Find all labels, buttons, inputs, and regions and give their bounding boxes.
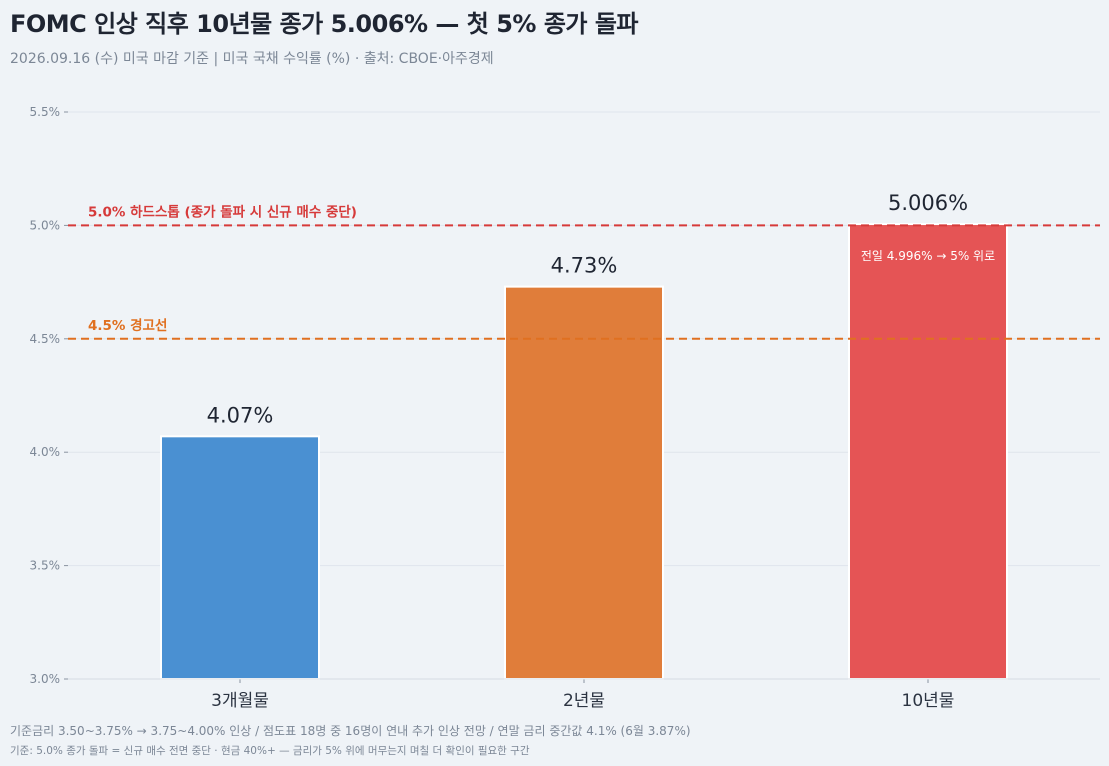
- x-tick-label: 3개월물: [211, 691, 269, 711]
- y-tick-label: 5.0%: [30, 218, 61, 232]
- y-tick-label: 3.0%: [30, 672, 61, 686]
- bar-value-label: 5.006%: [888, 191, 968, 215]
- bar-annotation: 전일 4.996% → 5% 위로: [861, 249, 995, 263]
- x-tick-label: 10년물: [902, 691, 955, 711]
- bar-2년물: [504, 285, 664, 680]
- y-tick-label: 4.0%: [30, 445, 61, 459]
- bar-10년물: [848, 223, 1008, 680]
- reference-line-label: 5.0% 하드스톱 (종가 돌파 시 신규 매수 중단): [88, 203, 357, 220]
- y-tick-label: 5.5%: [30, 105, 61, 119]
- reference-line-label: 4.5% 경고선: [88, 317, 167, 334]
- y-tick-label: 4.5%: [30, 332, 61, 346]
- chart-subtitle: 2026.09.16 (수) 미국 마감 기준 | 미국 국채 수익률 (%) …: [10, 51, 494, 67]
- y-tick-label: 3.5%: [30, 559, 61, 573]
- bar-value-label: 4.07%: [207, 403, 274, 427]
- bar-value-label: 4.73%: [551, 254, 618, 278]
- bar-3개월물: [160, 435, 320, 680]
- chart-title: FOMC 인상 직후 10년물 종가 5.006% — 첫 5% 종가 돌파: [10, 10, 639, 38]
- footnote-rate-decision: 기준금리 3.50~3.75% → 3.75~4.00% 인상 / 점도표 18…: [10, 724, 691, 738]
- x-tick-label: 2년물: [563, 691, 605, 711]
- footnote-criteria: 기준: 5.0% 종가 돌파 = 신규 매수 전면 중단 · 현금 40%+ —…: [10, 745, 530, 757]
